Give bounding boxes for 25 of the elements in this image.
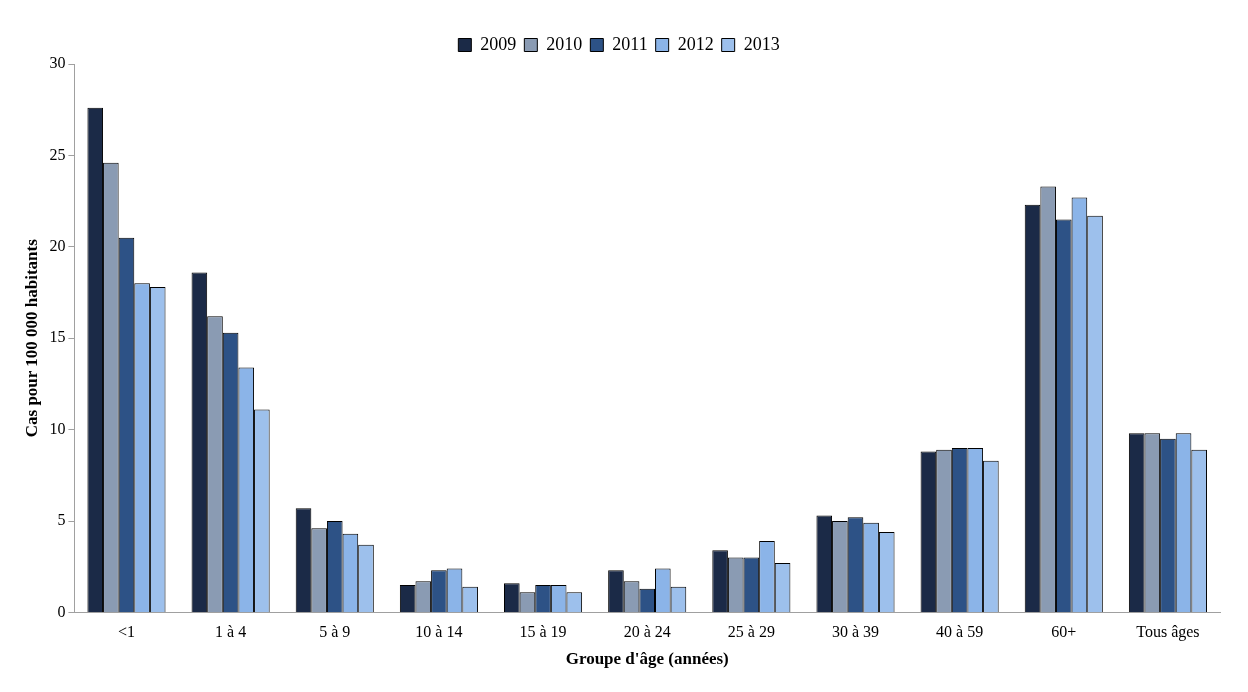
legend-label: 2010	[546, 33, 583, 54]
x-tick-label: 20 à 24	[623, 623, 671, 641]
y-tick-label: 15	[49, 328, 66, 346]
x-tick-label: 5 à 9	[319, 623, 351, 641]
x-tick-label: 40 à 59	[936, 623, 984, 641]
y-tick-label: 5	[57, 511, 66, 529]
y-tick-label: 30	[49, 54, 66, 72]
x-tick-label: 60+	[1051, 623, 1077, 641]
y-tick-label: 10	[49, 419, 66, 437]
x-tick-label: 30 à 39	[831, 623, 880, 641]
legend-label: 2012	[677, 33, 714, 54]
legend-label: 2011	[612, 33, 648, 54]
y-tick-label: 0	[57, 602, 66, 620]
legend-label: 2009	[480, 33, 517, 54]
y-tick-label: 20	[49, 237, 66, 254]
x-tick-label: 1 à 4	[215, 623, 247, 641]
x-tick-label: <1	[117, 623, 135, 641]
legend-label: 2013	[743, 33, 780, 54]
y-tick-label: 25	[49, 145, 66, 163]
y-axis-title: Cas pour 100 000 habitants	[21, 238, 41, 438]
x-tick-label: 25 à 29	[727, 623, 775, 641]
x-tick-label: Tous âges	[1136, 623, 1200, 642]
x-tick-label: 15 à 19	[519, 623, 567, 641]
x-tick-label: 10 à 14	[415, 623, 463, 641]
x-axis-title: Groupe d'âge (années)	[565, 649, 729, 669]
